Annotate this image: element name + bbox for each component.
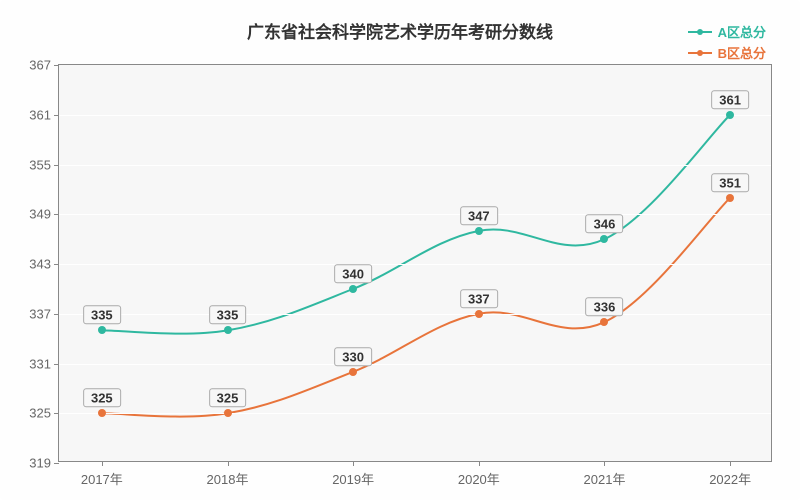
data-marker xyxy=(224,326,232,334)
data-label: 361 xyxy=(711,90,749,109)
series-line xyxy=(102,198,730,417)
data-marker xyxy=(98,409,106,417)
x-tick-mark xyxy=(730,461,731,466)
legend-swatch xyxy=(688,52,712,54)
legend-swatch xyxy=(688,31,712,33)
data-marker xyxy=(349,368,357,376)
legend-label: A区总分 xyxy=(718,22,766,41)
y-tick-mark xyxy=(54,115,59,116)
y-tick-mark xyxy=(54,413,59,414)
x-tick-mark xyxy=(102,461,103,466)
data-marker xyxy=(224,409,232,417)
data-label: 335 xyxy=(83,306,121,325)
y-tick-mark xyxy=(54,314,59,315)
y-tick-mark xyxy=(54,463,59,464)
data-marker xyxy=(475,227,483,235)
legend-label: B区总分 xyxy=(718,43,766,62)
legend-item: B区总分 xyxy=(688,43,766,62)
gridline xyxy=(59,264,771,265)
data-label: 336 xyxy=(586,297,624,316)
data-marker xyxy=(600,235,608,243)
data-marker xyxy=(726,194,734,202)
x-tick-mark xyxy=(353,461,354,466)
gridline xyxy=(59,364,771,365)
data-label: 335 xyxy=(209,306,247,325)
gridline xyxy=(59,214,771,215)
gridline xyxy=(59,165,771,166)
data-label: 325 xyxy=(209,389,247,408)
legend: A区总分 B区总分 xyxy=(688,22,766,64)
data-label: 340 xyxy=(334,264,372,283)
data-marker xyxy=(600,318,608,326)
legend-item: A区总分 xyxy=(688,22,766,41)
x-tick-mark xyxy=(479,461,480,466)
data-label: 351 xyxy=(711,173,749,192)
data-label: 325 xyxy=(83,389,121,408)
data-label: 330 xyxy=(334,347,372,366)
gridline xyxy=(59,413,771,414)
data-marker xyxy=(98,326,106,334)
data-marker xyxy=(726,111,734,119)
data-marker xyxy=(349,285,357,293)
chart-title: 广东省社会科学院艺术学历年考研分数线 xyxy=(0,18,800,43)
y-tick-mark xyxy=(54,165,59,166)
data-label: 337 xyxy=(460,289,498,308)
x-tick-mark xyxy=(604,461,605,466)
y-tick-mark xyxy=(54,364,59,365)
data-marker xyxy=(475,310,483,318)
gridline xyxy=(59,115,771,116)
chart-container: 广东省社会科学院艺术学历年考研分数线 A区总分 B区总分 319325331337… xyxy=(0,0,800,500)
plot-area: 3193253313373433493553613672017年2018年201… xyxy=(58,64,772,462)
gridline xyxy=(59,314,771,315)
y-tick-mark xyxy=(54,264,59,265)
y-tick-mark xyxy=(54,65,59,66)
data-label: 347 xyxy=(460,206,498,225)
data-label: 346 xyxy=(586,214,624,233)
x-tick-mark xyxy=(228,461,229,466)
y-tick-mark xyxy=(54,214,59,215)
